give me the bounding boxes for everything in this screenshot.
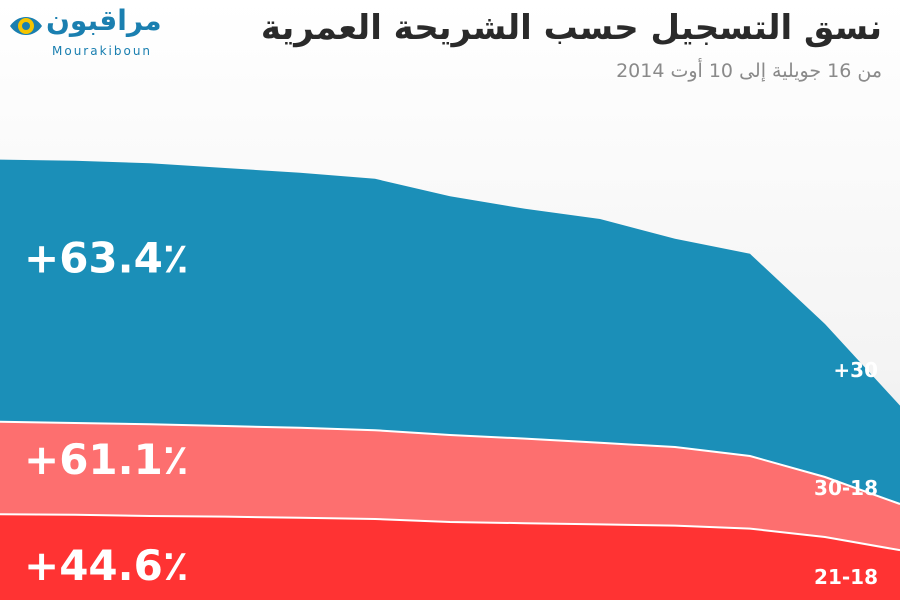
series-name-label-2: +30 (833, 358, 878, 382)
series-name-label-0: 21-18 (814, 565, 878, 589)
change-label-2: +63.4٪ (24, 234, 188, 283)
chart-areas (0, 160, 900, 600)
change-label-1: +61.1٪ (24, 435, 188, 484)
change-label-0: +44.6٪ (24, 541, 188, 590)
series-name-label-1: 30-18 (814, 476, 878, 500)
